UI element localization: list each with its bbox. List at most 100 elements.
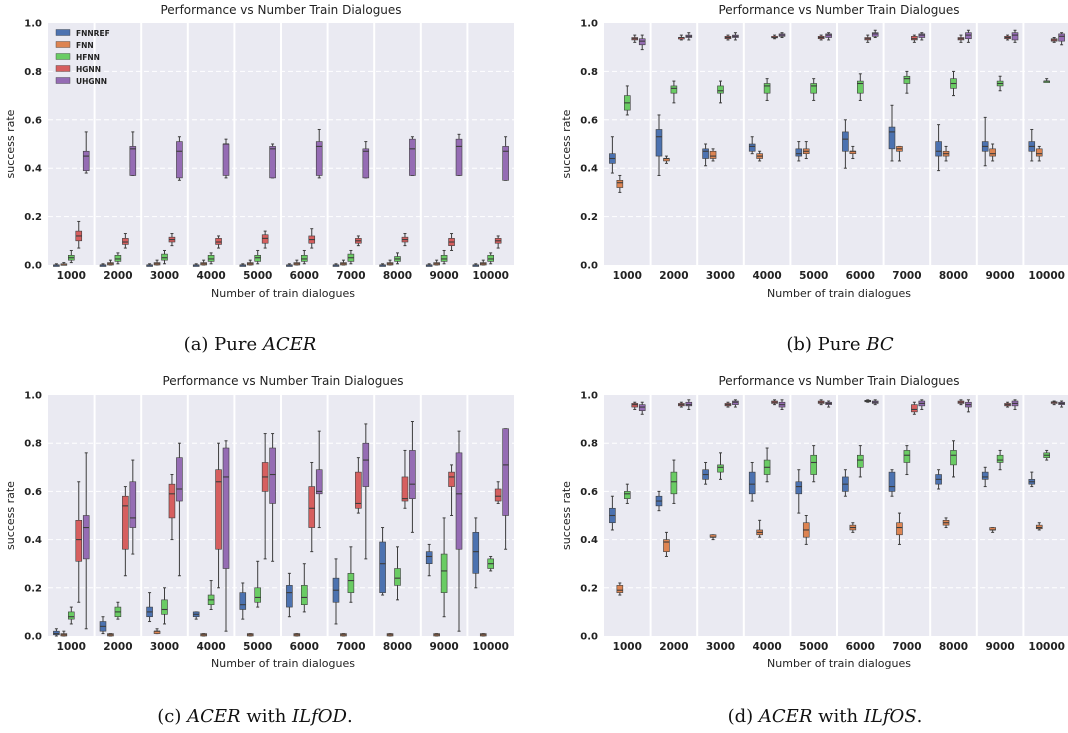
box-body (355, 471, 362, 509)
x-tick-label: 7000 (892, 641, 921, 653)
box-body (301, 255, 308, 262)
box-hgnn-5000 (261, 433, 269, 560)
x-tick-label: 1000 (57, 641, 86, 653)
box-uhgnn-7000 (918, 399, 926, 410)
x-tick-label: 8000 (383, 270, 412, 282)
box-body (315, 469, 323, 495)
box-hgnn-5000 (261, 230, 269, 249)
x-tick-label: 10000 (1028, 641, 1065, 653)
box-fnn-1000 (616, 174, 624, 193)
box-body (996, 454, 1004, 463)
y-tick-label: 0.0 (580, 632, 598, 643)
box-fnnref-1000 (609, 495, 616, 531)
box-fnnref-8000 (379, 263, 386, 267)
box-uhgnn-7000 (918, 32, 926, 41)
x-tick-label: 2000 (103, 641, 132, 653)
box-body (638, 404, 646, 411)
y-tick-label: 1.0 (24, 19, 42, 30)
x-tick-label: 4000 (196, 270, 225, 282)
box-uhgnn-3000 (176, 136, 183, 181)
legend-swatch (55, 29, 71, 36)
box-body (1035, 148, 1043, 157)
box-body (616, 180, 624, 188)
y-tick-label: 0.8 (580, 67, 598, 78)
box-hfnn-9000 (996, 449, 1004, 471)
y-tick-label: 1.0 (24, 391, 42, 402)
box-body (842, 131, 849, 152)
box-hgnn-6000 (308, 461, 316, 553)
y-tick-label: 0.0 (24, 261, 42, 272)
box-body (663, 539, 670, 552)
box-body (825, 33, 832, 38)
box-body (82, 150, 90, 171)
box-uhgnn-3000 (732, 32, 739, 41)
box-hgnn-4000 (771, 399, 778, 406)
box-fnnref-10000 (1028, 128, 1036, 162)
box-body (487, 255, 494, 262)
box-fnnref-7000 (332, 263, 340, 267)
box-fnn-7000 (340, 259, 347, 266)
box-hgnn-5000 (817, 34, 825, 41)
box-body (685, 401, 693, 407)
x-tick-label: 7000 (336, 270, 365, 282)
box-fnn-9000 (989, 527, 996, 533)
box-hfnn-6000 (857, 73, 864, 101)
box-body (409, 138, 416, 176)
chart-title: Performance vs Number Train Dialogues (162, 374, 403, 388)
y-tick-label: 0.4 (24, 164, 42, 175)
box-fnnref-5000 (795, 141, 803, 162)
box-fnnref-3000 (146, 592, 153, 623)
box-body (616, 585, 624, 593)
box-uhgnn-2000 (129, 131, 137, 176)
chart-panel-3: 0.0 0.2 0.4 0.6 0.8 1.0 1000 2000 3000 4000 5000 60… (4, 374, 514, 727)
box-fnnref-4000 (748, 461, 756, 502)
box-hfnn-4000 (207, 580, 215, 610)
y-tick-label: 0.6 (24, 115, 42, 126)
box-hgnn-10000 (1050, 400, 1058, 406)
y-tick-label: 1.0 (580, 19, 598, 30)
box-hfnn-8000 (950, 440, 957, 478)
box-hfnn-6000 (301, 563, 308, 613)
box-hfnn-9000 (996, 75, 1004, 92)
box-body (215, 238, 222, 245)
box-fnnref-2000 (655, 114, 663, 176)
box-uhgnn-8000 (409, 136, 416, 176)
x-tick-label: 10000 (472, 270, 509, 282)
box-fnn-4000 (200, 259, 207, 266)
box-fnn-5000 (802, 141, 810, 160)
box-body (269, 146, 276, 179)
box-body (222, 447, 230, 569)
box-body (1011, 32, 1019, 41)
box-body (888, 126, 896, 150)
box-body (440, 553, 448, 593)
box-fnn-7000 (896, 145, 903, 162)
box-hgnn-10000 (1050, 37, 1058, 43)
box-fnn-6000 (849, 522, 857, 533)
legend-swatch (55, 77, 71, 84)
box-body (624, 491, 631, 499)
box-hfnn-10000 (1043, 78, 1050, 83)
box-body (207, 255, 215, 262)
box-fnn-7000 (340, 633, 347, 637)
box-body (362, 442, 370, 487)
box-body (455, 452, 463, 550)
chart-panel-2: 0.0 0.2 0.4 0.6 0.8 1.0 1000 2000 3000 4000 5000 60… (560, 3, 1068, 355)
box-hfnn-4000 (207, 252, 215, 265)
box-hgnn-7000 (355, 235, 362, 247)
box-hfnn-5000 (254, 560, 261, 608)
box-body (857, 80, 864, 94)
box-fnn-1000 (60, 630, 68, 637)
y-tick-label: 0.8 (24, 67, 42, 78)
box-uhgnn-6000 (871, 399, 879, 406)
box-body (935, 141, 942, 157)
box-uhgnn-7000 (362, 423, 370, 560)
box-fnnref-9000 (981, 466, 989, 488)
y-tick-label: 0.4 (580, 164, 598, 175)
box-hfnn-9000 (440, 249, 448, 265)
box-body (448, 471, 455, 487)
box-fnnref-6000 (842, 469, 849, 497)
box-body (53, 630, 60, 636)
box-fnnref-9000 (981, 116, 989, 167)
box-body (494, 488, 502, 502)
box-body (440, 255, 448, 262)
